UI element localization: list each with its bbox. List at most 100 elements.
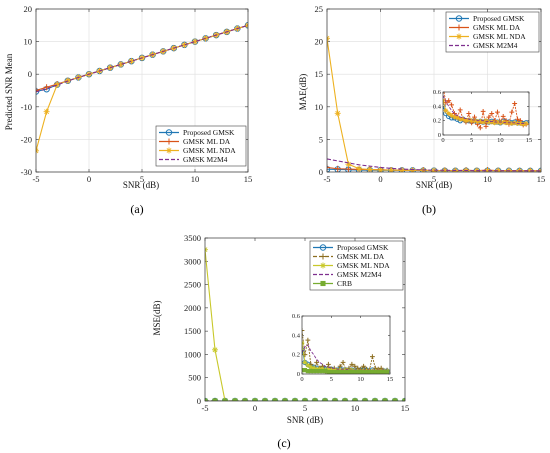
data-point	[398, 167, 405, 172]
tick-label-y: 2500	[184, 280, 201, 290]
tick-label-x: 0	[300, 376, 303, 383]
data-point	[466, 117, 472, 123]
data-point	[480, 119, 486, 125]
data-point	[326, 361, 331, 367]
inset-b: 0 5 10 15 0 0.2 0.4 0.6	[433, 89, 533, 144]
legend-marker	[166, 147, 172, 154]
data-point	[489, 111, 495, 116]
caption-a: (a)	[130, 202, 143, 216]
tick-label-x: 0	[378, 174, 382, 184]
tick-label-x: 10	[497, 137, 504, 144]
data-point	[463, 118, 469, 124]
data-point	[420, 167, 427, 172]
data-point	[509, 121, 515, 126]
axes-a-series	[36, 22, 248, 154]
tick-label-y: 3500	[184, 233, 201, 243]
legend-marker	[165, 129, 173, 136]
tick-label-x: 15	[526, 137, 533, 144]
legend-label: Proposed GMSK	[183, 128, 235, 137]
data-point	[443, 103, 446, 110]
axes-a-frame	[35, 8, 249, 173]
data-point	[311, 365, 317, 371]
tick-label-y: 0.2	[433, 118, 441, 125]
inset-c-frame	[301, 315, 391, 375]
tick-label-y: -20	[21, 134, 32, 144]
xlabel-a: SNR (dB)	[123, 180, 159, 190]
tick-label-y: 25	[315, 4, 324, 14]
data-point	[370, 354, 375, 359]
data-point	[54, 81, 61, 88]
data-point	[454, 115, 460, 121]
legend-marker	[320, 253, 326, 260]
data-point	[477, 118, 483, 124]
legend-marker	[456, 33, 462, 40]
tick-label-y: 10	[24, 37, 33, 47]
tick-label-x: 5	[330, 376, 333, 383]
legend-marker	[455, 15, 463, 22]
tick-label-y: 3000	[184, 256, 201, 266]
legend-label: GMSK M2M4	[473, 41, 518, 50]
legend-marker	[319, 244, 327, 251]
data-point	[128, 58, 135, 65]
inset-b-series	[443, 92, 529, 131]
data-point	[457, 107, 463, 113]
tick-label-x: 15	[387, 376, 394, 383]
tick-label-x: 15	[401, 403, 410, 413]
data-point	[495, 119, 500, 125]
xlabel-c: SNR (dB)	[287, 415, 323, 425]
tick-label-y: 20	[315, 37, 324, 47]
tick-label-x: -5	[32, 174, 39, 184]
data-point	[212, 346, 218, 353]
legend-label: Proposed GMSK	[473, 14, 525, 23]
data-point	[500, 119, 506, 125]
panel-c: MSE(dB) SNR (dB) (c) -5 0 5 10 1505001000150…	[152, 233, 409, 450]
legend-label: CRB	[337, 279, 352, 288]
data-point	[477, 125, 483, 131]
data-point	[492, 120, 497, 126]
tick-label-x: 5	[303, 403, 307, 413]
tick-label-y: 15	[315, 69, 324, 79]
tick-label-y: 0	[197, 396, 201, 406]
legend-marker	[456, 24, 462, 31]
panel-a: Predicted SNR Mean SNR (dB) (a) -5 0 5 10 15…	[4, 4, 252, 216]
tick-label-x: 10	[483, 174, 492, 184]
data-point	[446, 111, 452, 116]
data-point	[43, 84, 50, 91]
data-point	[486, 114, 492, 120]
data-point	[340, 360, 346, 365]
data-point	[327, 166, 331, 172]
data-point	[509, 109, 515, 115]
data-point	[356, 165, 363, 172]
data-point	[484, 167, 491, 172]
ylabel-b: MAE(dB)	[298, 74, 308, 111]
inset-c-series	[302, 328, 390, 374]
data-point	[443, 108, 449, 114]
data-point	[475, 118, 480, 124]
legend-label: GMSK ML DA	[183, 137, 231, 146]
data-point	[512, 101, 518, 106]
ylabel-c: MSE(dB)	[152, 300, 162, 335]
inset-b-frame	[442, 91, 530, 136]
tick-label-y: 0	[28, 69, 32, 79]
data-point	[352, 363, 358, 369]
legend-label: GMSK ML NDA	[473, 32, 526, 41]
tick-label-x: 10	[351, 403, 360, 413]
caption-b: (b)	[422, 202, 436, 216]
data-point	[334, 110, 341, 117]
data-point	[466, 111, 472, 116]
data-point	[441, 167, 448, 172]
tick-label-y: 0	[438, 132, 441, 139]
data-point	[345, 161, 352, 168]
data-point	[431, 167, 437, 172]
data-point	[446, 98, 452, 103]
data-point	[377, 167, 384, 172]
series-line-gmsk-m2m4	[327, 158, 541, 172]
series-line-gmsk-m2m4	[36, 24, 248, 93]
tick-label-y: 0.2	[292, 352, 300, 359]
legend-label: GMSK ML DA	[473, 23, 521, 32]
data-point	[486, 119, 492, 125]
legend-label: GMSK ML NDA	[337, 261, 390, 270]
